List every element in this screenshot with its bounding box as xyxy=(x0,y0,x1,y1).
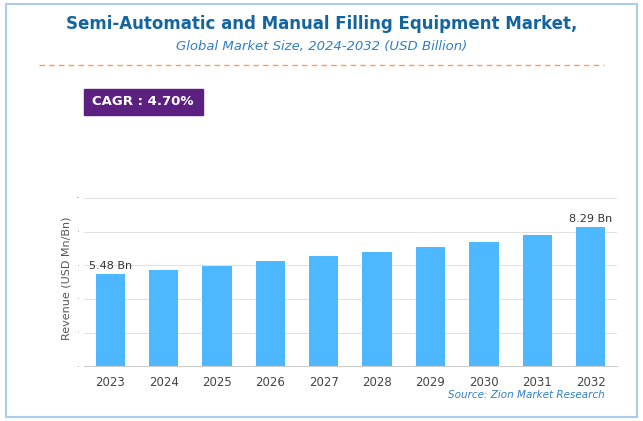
Bar xyxy=(96,274,125,366)
Text: Global Market Size, 2024-2032 (USD Billion): Global Market Size, 2024-2032 (USD Billi… xyxy=(176,40,467,53)
Bar xyxy=(363,252,392,366)
Bar xyxy=(576,226,605,366)
Text: Source: Zion Market Research: Source: Zion Market Research xyxy=(448,390,604,400)
Text: 5.48 Bn: 5.48 Bn xyxy=(89,261,132,271)
Text: Semi-Automatic and Manual Filling Equipment Market,: Semi-Automatic and Manual Filling Equipm… xyxy=(66,15,577,33)
Text: 8.29 Bn: 8.29 Bn xyxy=(569,213,612,224)
Bar xyxy=(149,270,178,366)
Bar xyxy=(256,261,285,366)
Bar xyxy=(416,247,445,366)
Bar xyxy=(469,242,498,366)
Bar xyxy=(523,235,552,366)
Bar xyxy=(203,266,231,366)
Bar xyxy=(309,256,338,366)
Text: CAGR : 4.70%: CAGR : 4.70% xyxy=(92,96,194,108)
Y-axis label: Revenue (USD Mn/Bn): Revenue (USD Mn/Bn) xyxy=(62,216,71,340)
